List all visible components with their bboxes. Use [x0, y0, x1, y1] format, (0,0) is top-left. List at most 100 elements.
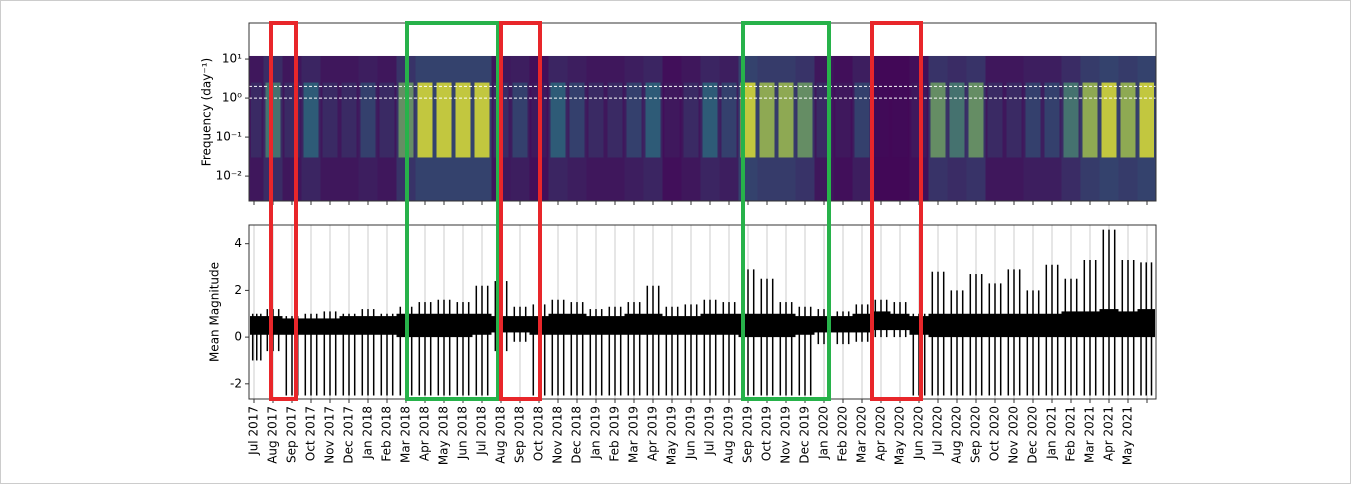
x-tick-label: Dec 2020	[1026, 406, 1040, 464]
heatmap-streak	[1025, 82, 1041, 158]
heatmap-streak	[987, 82, 1003, 158]
x-tick-label: Jan 2020	[817, 406, 831, 460]
x-tick-label: Aug 2020	[950, 406, 964, 464]
heatmap-streak	[968, 82, 984, 158]
x-tick-label: Jun 2018	[456, 406, 470, 460]
heatmap-streak	[645, 82, 661, 158]
heatmap-streak	[588, 82, 604, 158]
heatmap-cell	[1004, 55, 1024, 201]
x-tick-label: Feb 2019	[608, 406, 622, 462]
heatmap-streak	[1101, 82, 1117, 158]
highlight-box	[870, 21, 923, 401]
x-tick-label: Nov 2018	[551, 406, 565, 464]
x-tick-label: Jun 2020	[912, 406, 926, 460]
highlight-boxes	[269, 21, 923, 401]
y-tick-label: 2	[234, 283, 242, 297]
y-tick-label: 4	[234, 236, 242, 250]
heatmap-streak	[360, 82, 376, 158]
x-tick-label: Feb 2020	[836, 406, 850, 462]
x-tick-label: Nov 2019	[779, 406, 793, 464]
highlight-box	[405, 21, 500, 401]
heatmap-cell	[871, 55, 891, 201]
x-tick-label: Mar 2020	[855, 406, 869, 463]
heatmap-cell	[510, 55, 530, 201]
x-tick-label: Apr 2021	[1102, 406, 1116, 461]
heatmap-streak	[702, 82, 718, 158]
heatmap-streak	[512, 82, 528, 158]
heatmap-cell	[624, 55, 644, 201]
heatmap-streak	[835, 82, 851, 158]
heatmap-cell	[985, 55, 1005, 201]
x-tick-label: Jul 2017	[247, 406, 261, 456]
y-tick-label: 10⁻¹	[216, 130, 243, 144]
x-tick-label: Jul 2020	[931, 406, 945, 456]
heatmap-streak	[341, 82, 357, 158]
x-tick-label: Apr 2020	[874, 406, 888, 461]
x-tick-label: Nov 2020	[1007, 406, 1021, 464]
y-tick-label: 0	[234, 330, 242, 344]
x-tick-label: Feb 2018	[380, 406, 394, 462]
x-tick-label: Dec 2018	[570, 406, 584, 464]
heatmap-streak	[1044, 82, 1060, 158]
heatmap-cell	[1042, 55, 1062, 201]
heatmap-streak	[303, 82, 319, 158]
heatmap-cell	[681, 55, 701, 201]
x-tick-label: Dec 2017	[342, 406, 356, 464]
x-tick-label: Oct 2019	[760, 406, 774, 461]
y-tick-label: 10¹	[222, 52, 242, 66]
heatmap-cell	[605, 55, 625, 201]
heatmap-streak	[778, 82, 794, 158]
heatmap-streak	[569, 82, 585, 158]
x-tick-label: Jun 2019	[684, 406, 698, 460]
x-tick-label: May 2019	[665, 406, 679, 465]
panel-frame	[248, 224, 1157, 400]
highlight-box	[499, 21, 542, 401]
heatmap-streak	[626, 82, 642, 158]
x-tick-label: Jul 2018	[475, 406, 489, 456]
heatmap-cell	[1023, 55, 1043, 201]
x-tick-label: Mar 2019	[627, 406, 641, 463]
heatmap-streak	[251, 82, 262, 158]
heatmap-streak	[683, 82, 699, 158]
x-tick-label: Jan 2021	[1045, 406, 1059, 460]
y-tick-label: -2	[230, 376, 242, 390]
heatmap-streak	[949, 82, 965, 158]
x-tick-label: Jul 2019	[703, 406, 717, 456]
heatmap-streak	[664, 82, 680, 158]
heatmap-cell	[339, 55, 359, 201]
heatmap-streak	[607, 82, 623, 158]
x-tick-label: Aug 2018	[494, 406, 508, 464]
heatmap-streak	[455, 82, 471, 158]
x-tick-label: May 2020	[893, 406, 907, 465]
heatmap-cell	[719, 55, 739, 201]
highlight-box	[269, 21, 298, 401]
x-tick-label: Sep 2019	[741, 406, 755, 463]
x-tick-label: Dec 2019	[798, 406, 812, 464]
heatmap-streak	[854, 82, 870, 158]
x-tick-label: Oct 2018	[532, 406, 546, 461]
highlight-box	[741, 21, 831, 401]
heatmap-streak	[436, 82, 452, 158]
y-axis-label: Frequency (day⁻¹)	[200, 58, 214, 166]
heatmap-cell	[377, 55, 397, 201]
x-tick-label: Apr 2018	[418, 406, 432, 461]
heatmap-cell	[249, 55, 264, 201]
x-tick-label: Sep 2017	[285, 406, 299, 463]
heatmap-streak	[797, 82, 813, 158]
heatmap-streak	[550, 82, 566, 158]
x-tick-label: Apr 2019	[646, 406, 660, 461]
x-tick-label: Mar 2018	[399, 406, 413, 463]
x-tick-label: Mar 2021	[1083, 406, 1097, 463]
x-tick-label: May 2021	[1121, 406, 1135, 465]
heatmap-streak	[474, 82, 490, 158]
heatmap-cell	[662, 55, 682, 201]
x-tick-label: Sep 2020	[969, 406, 983, 463]
x-tick-label: Nov 2017	[323, 406, 337, 464]
heatmap-streak	[1120, 82, 1136, 158]
y-tick-label: 10⁻²	[216, 169, 243, 183]
x-tick-label: Oct 2017	[304, 406, 318, 461]
x-tick-label: Feb 2021	[1064, 406, 1078, 462]
heatmap-streak	[322, 82, 338, 158]
